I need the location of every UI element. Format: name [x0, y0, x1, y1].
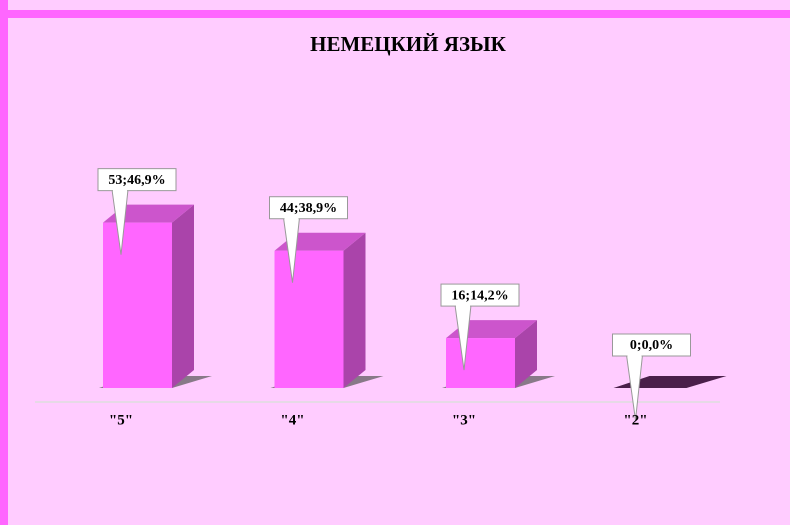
callout-cover: [284, 216, 299, 220]
callout-cover: [627, 354, 642, 357]
callout-cover: [113, 188, 127, 192]
chart-title: НЕМЕЦКИЙ ЯЗЫК: [310, 32, 507, 56]
callout-box: [269, 196, 348, 220]
data-label: 16;14,2%: [451, 288, 508, 303]
callout-box: [97, 168, 177, 192]
bar: [446, 338, 515, 388]
top-border: [0, 10, 790, 18]
callout-box: [440, 283, 520, 307]
bar-side: [515, 320, 537, 388]
bar: [103, 222, 172, 388]
callout-cover: [456, 304, 470, 308]
bar: [274, 250, 344, 388]
x-tick-label: "2": [623, 412, 647, 428]
left-border: [0, 0, 8, 525]
data-label: 0;0,0%: [630, 338, 673, 353]
bar-side: [172, 204, 194, 388]
bar-shadow: [613, 376, 727, 388]
x-tick-label: "5": [109, 412, 133, 428]
bar-side: [343, 232, 366, 388]
data-label: 53;46,9%: [108, 173, 165, 188]
callout-box: [612, 333, 691, 357]
x-tick-label: "3": [452, 412, 476, 428]
x-tick-label: "4": [280, 412, 304, 428]
data-label: 44;38,9%: [280, 201, 337, 216]
